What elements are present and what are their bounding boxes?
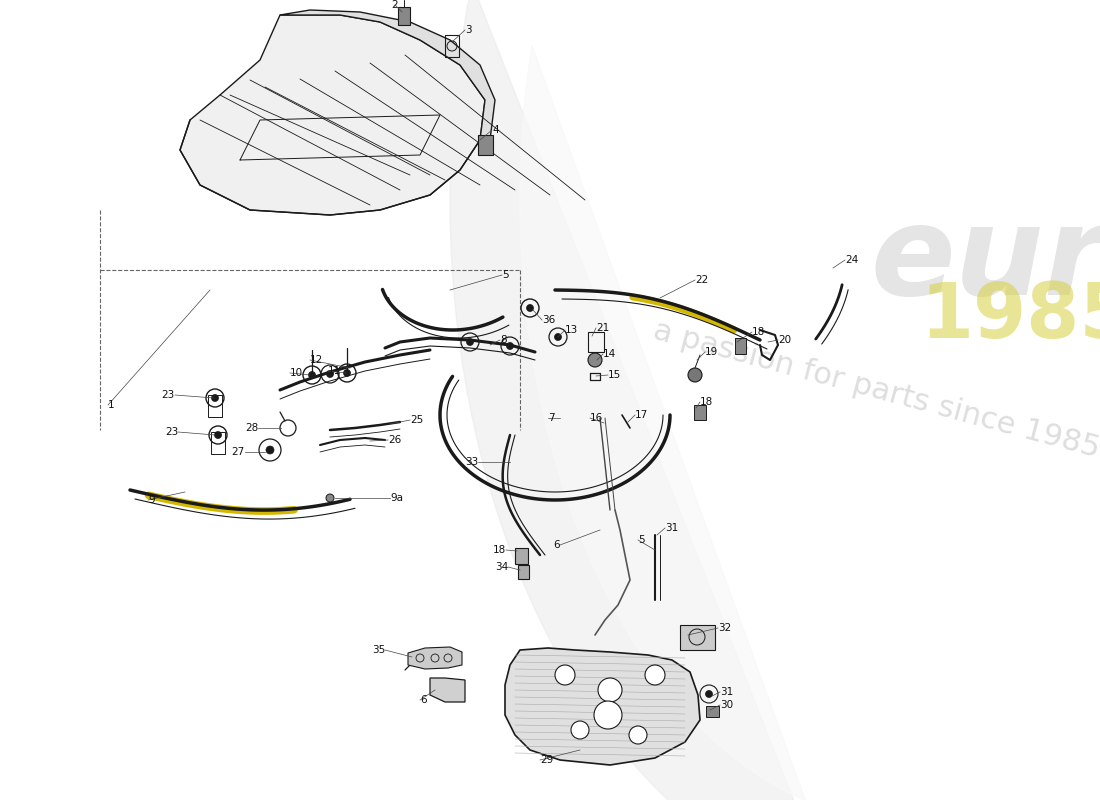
- Bar: [518, 565, 529, 579]
- Text: 14: 14: [603, 349, 616, 359]
- Text: 26: 26: [388, 435, 401, 445]
- Text: 9: 9: [148, 495, 155, 505]
- Text: 3: 3: [465, 25, 472, 35]
- Text: 21: 21: [596, 323, 609, 333]
- Text: 24: 24: [845, 255, 858, 265]
- Text: 32: 32: [718, 623, 732, 633]
- Circle shape: [466, 338, 473, 346]
- Text: 5: 5: [638, 535, 645, 545]
- Circle shape: [343, 370, 351, 377]
- Circle shape: [327, 370, 333, 378]
- Bar: [735, 338, 746, 354]
- Circle shape: [629, 726, 647, 744]
- Bar: [706, 706, 719, 717]
- Text: 30: 30: [720, 700, 733, 710]
- Bar: [680, 625, 715, 650]
- Text: 13: 13: [565, 325, 579, 335]
- Polygon shape: [408, 647, 462, 669]
- Text: 9a: 9a: [390, 493, 403, 503]
- Text: 34: 34: [495, 562, 508, 572]
- Circle shape: [554, 334, 561, 341]
- Circle shape: [556, 665, 575, 685]
- Text: 28: 28: [244, 423, 258, 433]
- Text: 15: 15: [608, 370, 622, 380]
- Polygon shape: [520, 46, 805, 800]
- Circle shape: [705, 690, 713, 698]
- Text: 11: 11: [328, 366, 341, 376]
- Text: 22: 22: [695, 275, 708, 285]
- Circle shape: [598, 678, 622, 702]
- Text: 27: 27: [232, 447, 245, 457]
- Polygon shape: [180, 15, 485, 215]
- Text: 18: 18: [700, 397, 713, 407]
- Text: 31: 31: [720, 687, 734, 697]
- Bar: [478, 135, 493, 155]
- Text: 5: 5: [502, 270, 508, 280]
- Bar: [694, 405, 706, 420]
- Text: 25: 25: [410, 415, 424, 425]
- Bar: [398, 7, 410, 25]
- Text: 31: 31: [666, 523, 679, 533]
- Text: 7: 7: [548, 413, 554, 423]
- Circle shape: [594, 701, 621, 729]
- Bar: [211, 432, 226, 454]
- Text: 12: 12: [310, 355, 323, 365]
- Bar: [446, 35, 459, 57]
- Text: 18: 18: [493, 545, 506, 555]
- Text: 10: 10: [290, 368, 304, 378]
- Circle shape: [645, 665, 665, 685]
- Text: 6: 6: [420, 695, 427, 705]
- Polygon shape: [505, 648, 700, 765]
- Text: eurocares: eurocares: [870, 200, 1100, 321]
- Text: 2: 2: [392, 0, 398, 10]
- Circle shape: [506, 342, 514, 350]
- Circle shape: [588, 353, 602, 367]
- Circle shape: [214, 431, 221, 438]
- Text: 1: 1: [108, 400, 114, 410]
- Text: 18: 18: [752, 327, 766, 337]
- Circle shape: [527, 305, 534, 311]
- Text: a passion for parts since 1985: a passion for parts since 1985: [650, 316, 1100, 464]
- Circle shape: [211, 394, 219, 402]
- Polygon shape: [280, 10, 495, 140]
- Circle shape: [266, 446, 274, 454]
- Circle shape: [326, 494, 334, 502]
- Circle shape: [571, 721, 588, 739]
- Polygon shape: [430, 678, 465, 702]
- Text: 17: 17: [635, 410, 648, 420]
- Text: 29: 29: [540, 755, 553, 765]
- Text: 20: 20: [778, 335, 791, 345]
- Circle shape: [688, 368, 702, 382]
- Circle shape: [308, 371, 316, 378]
- Text: 35: 35: [372, 645, 385, 655]
- Bar: [208, 395, 222, 417]
- Bar: [588, 332, 604, 352]
- Text: 23: 23: [162, 390, 175, 400]
- Polygon shape: [450, 0, 829, 800]
- Text: 33: 33: [464, 457, 478, 467]
- Text: 4: 4: [492, 125, 498, 135]
- Text: 6: 6: [553, 540, 560, 550]
- Text: 36: 36: [542, 315, 556, 325]
- Text: 19: 19: [705, 347, 718, 357]
- Text: 16: 16: [590, 413, 603, 423]
- Text: 23: 23: [165, 427, 178, 437]
- Text: 1985: 1985: [920, 280, 1100, 354]
- Text: 8: 8: [500, 335, 507, 345]
- Bar: [515, 548, 528, 564]
